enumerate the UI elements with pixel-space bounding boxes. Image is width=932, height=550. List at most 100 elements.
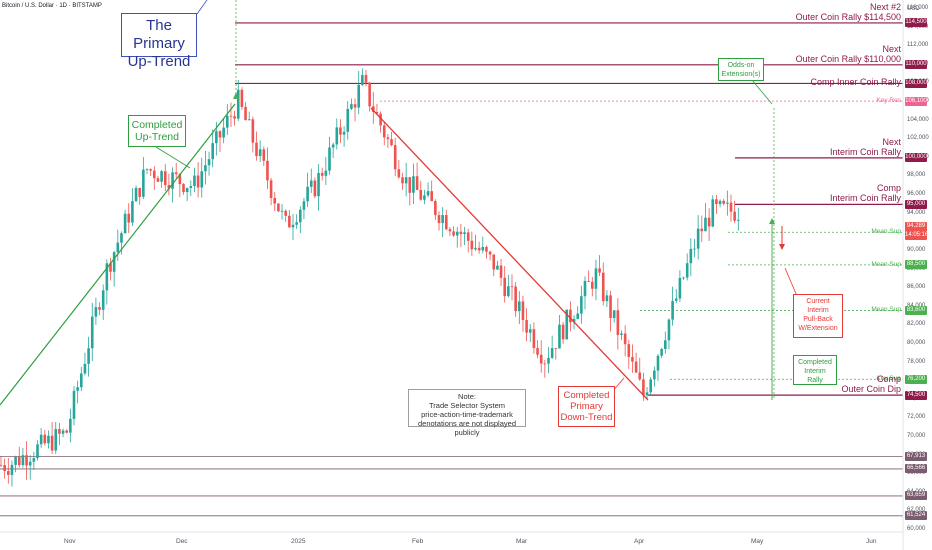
candle [295, 214, 298, 229]
candle [127, 203, 131, 233]
chart-title: Bitcoin / U.S. Dollar · 1D · BITSTAMP [2, 3, 102, 9]
candle [207, 151, 211, 176]
candle [591, 276, 594, 297]
candle [412, 163, 415, 204]
candle [313, 177, 317, 199]
level-tag: 83,600 [905, 305, 927, 315]
candle [36, 440, 39, 461]
candle [258, 140, 262, 162]
y-tick-label: 98,000 [907, 172, 926, 179]
countdown-tag: 14:05:16 [905, 231, 929, 240]
x-tick-label: Mar [516, 538, 528, 545]
candle [445, 209, 448, 231]
candle [43, 429, 47, 446]
candle [47, 430, 50, 449]
candle [499, 258, 503, 286]
uptrend-arrowhead [233, 92, 239, 99]
candle [25, 441, 28, 480]
candle [284, 209, 287, 222]
candle [466, 228, 470, 253]
candle [288, 210, 291, 228]
candle [320, 167, 324, 181]
level-label: Comp Interim Coin Rally [829, 183, 901, 204]
level-label: Next Interim Coin Rally [829, 136, 901, 157]
candle [28, 455, 32, 480]
candle [236, 79, 240, 121]
candle [353, 98, 357, 122]
candle [266, 147, 269, 189]
candle [163, 164, 167, 192]
y-tick-label: 116,000 [907, 5, 929, 11]
level-label: Mean Sup [871, 228, 901, 236]
level-tag: 74,500 [905, 390, 927, 400]
candle [638, 357, 642, 382]
level-tag: 108,000 [905, 78, 927, 88]
y-tick-label: 112,000 [907, 42, 929, 49]
candle [660, 347, 663, 359]
candle [109, 257, 112, 281]
candle [101, 284, 105, 321]
candle [580, 285, 583, 324]
candle [434, 199, 437, 220]
y-tick-label: 78,000 [907, 358, 926, 365]
candle [116, 229, 120, 261]
candle [507, 274, 510, 298]
candle [423, 189, 426, 205]
candle [722, 198, 725, 206]
candle [138, 187, 141, 205]
y-tick-label: 70,000 [907, 432, 926, 439]
candle [10, 460, 14, 487]
y-tick-label: 102,000 [907, 135, 929, 142]
candle [291, 213, 295, 240]
current-pullback-callout: Current Interim Pull-Back W/Extension [793, 294, 843, 338]
candle [667, 318, 671, 350]
level-tag: 114,500 [905, 18, 927, 28]
candle [149, 168, 152, 176]
candle [674, 289, 678, 304]
candle [543, 359, 547, 378]
level-tag: 88,500 [905, 260, 927, 270]
y-tick-label: 94,000 [907, 209, 926, 216]
candle [653, 366, 656, 387]
candle [594, 259, 598, 301]
candle [547, 347, 550, 374]
candle [324, 156, 328, 186]
odds-on-pointer [751, 79, 773, 105]
candle [21, 447, 25, 468]
candle [200, 157, 204, 198]
candle [123, 209, 127, 234]
candle [32, 451, 36, 470]
candle [554, 347, 558, 360]
candle [729, 194, 733, 222]
candle [715, 195, 718, 214]
candle [623, 325, 627, 357]
candle [211, 129, 214, 168]
level-label: Key Res [876, 97, 901, 105]
candle [386, 134, 390, 148]
candle [678, 270, 682, 303]
candle [372, 91, 375, 125]
candle [120, 231, 123, 255]
candle [156, 175, 160, 182]
candle [419, 180, 423, 201]
candle [331, 142, 335, 159]
candle [696, 215, 700, 260]
candle [470, 231, 474, 256]
y-tick-label: 60,000 [907, 526, 926, 532]
interim-rally-arrowhead [769, 218, 775, 224]
level-tag: 66,566 [905, 464, 927, 474]
uptrend-line [0, 103, 236, 406]
candle [247, 111, 251, 121]
candle [649, 376, 652, 395]
candle [645, 386, 649, 399]
candle [61, 428, 65, 438]
candle [94, 297, 98, 325]
x-tick-label: May [751, 538, 764, 545]
candle [514, 282, 517, 317]
candle [7, 457, 10, 484]
y-tick-label: 80,000 [907, 339, 926, 346]
candle [306, 172, 309, 207]
y-tick-label: 82,000 [907, 321, 926, 328]
candle [718, 199, 722, 208]
